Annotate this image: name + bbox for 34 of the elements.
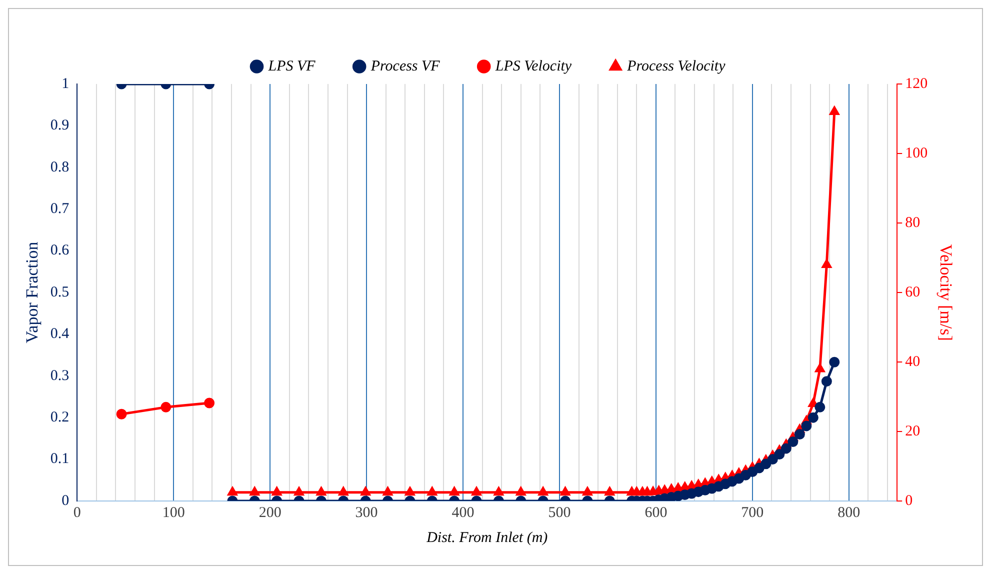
- y2-tick-label: 100: [905, 145, 928, 162]
- y2-tick-label: 40: [905, 354, 920, 370]
- y-tick-label: 0.3: [50, 368, 70, 384]
- x-axis-title: Dist. From Inlet (m): [426, 530, 548, 546]
- y2-tick-label: 80: [905, 214, 920, 231]
- y-tick-label: 0.9: [50, 118, 70, 134]
- y2-tick-label: 60: [905, 284, 920, 300]
- x-tick-label: 400: [452, 504, 474, 521]
- legend-label: Process Velocity: [626, 58, 726, 74]
- y-tick-label: 1: [62, 76, 70, 92]
- legend-label: Process VF: [370, 58, 441, 74]
- y2-axis-title: Velocity [m/s]: [936, 244, 956, 341]
- y2-tick-label: 20: [905, 423, 920, 440]
- x-tick-label: 200: [258, 504, 282, 521]
- y-tick-label: 0.5: [50, 284, 70, 300]
- y-tick-label: 0.1: [50, 451, 70, 468]
- x-tick-label: 100: [162, 504, 185, 521]
- x-tick-label: 700: [741, 504, 764, 521]
- x-tick-label: 300: [355, 504, 378, 521]
- x-tick-label: 800: [838, 504, 860, 521]
- legend-label: LPS VF: [267, 58, 316, 74]
- x-tick-label: 600: [644, 504, 668, 521]
- y-tick-label: 0.6: [50, 242, 70, 259]
- y-tick-label: 0.7: [50, 201, 70, 218]
- y-tick-label: 0.8: [50, 159, 70, 176]
- x-tick-label: 0: [73, 504, 81, 521]
- y-tick-label: 0.4: [50, 326, 70, 342]
- y-axis-title: Vapor Fraction: [22, 241, 42, 344]
- y2-tick-label: 120: [905, 76, 928, 92]
- y-tick-label: 0.2: [50, 410, 70, 426]
- x-tick-label: 500: [548, 504, 571, 521]
- y2-tick-label: 0: [905, 492, 913, 509]
- legend-label: LPS Velocity: [494, 58, 572, 74]
- y-tick-label: 0: [62, 492, 70, 509]
